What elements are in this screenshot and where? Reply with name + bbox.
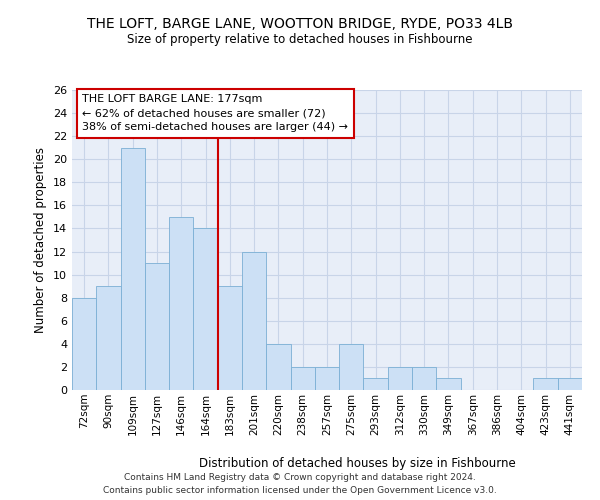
Bar — [436, 378, 461, 390]
Bar — [315, 367, 339, 390]
Y-axis label: Number of detached properties: Number of detached properties — [34, 147, 47, 333]
Bar — [242, 252, 266, 390]
Bar — [558, 378, 582, 390]
Bar — [218, 286, 242, 390]
Bar — [96, 286, 121, 390]
Bar — [388, 367, 412, 390]
Bar — [193, 228, 218, 390]
Bar — [169, 217, 193, 390]
Bar — [145, 263, 169, 390]
Text: THE LOFT BARGE LANE: 177sqm
← 62% of detached houses are smaller (72)
38% of sem: THE LOFT BARGE LANE: 177sqm ← 62% of det… — [82, 94, 348, 132]
Text: Distribution of detached houses by size in Fishbourne: Distribution of detached houses by size … — [199, 458, 515, 470]
Bar — [290, 367, 315, 390]
Bar — [364, 378, 388, 390]
Bar — [412, 367, 436, 390]
Text: Size of property relative to detached houses in Fishbourne: Size of property relative to detached ho… — [127, 32, 473, 46]
Bar — [121, 148, 145, 390]
Bar — [533, 378, 558, 390]
Bar — [339, 344, 364, 390]
Text: Contains HM Land Registry data © Crown copyright and database right 2024.
Contai: Contains HM Land Registry data © Crown c… — [103, 473, 497, 495]
Bar — [266, 344, 290, 390]
Text: THE LOFT, BARGE LANE, WOOTTON BRIDGE, RYDE, PO33 4LB: THE LOFT, BARGE LANE, WOOTTON BRIDGE, RY… — [87, 18, 513, 32]
Bar — [72, 298, 96, 390]
